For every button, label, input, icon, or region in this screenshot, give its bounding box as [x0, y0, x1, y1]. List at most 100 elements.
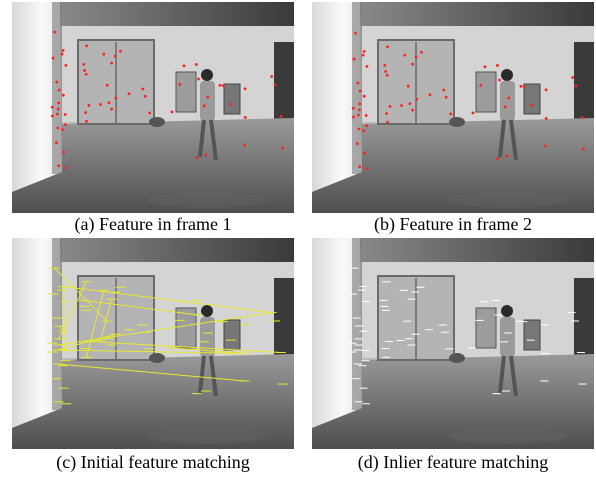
- feature-point: [363, 95, 366, 98]
- feature-point: [195, 156, 198, 159]
- feature-point: [496, 157, 499, 160]
- feature-point: [411, 63, 414, 66]
- feature-point: [445, 96, 448, 99]
- feature-point: [472, 111, 475, 114]
- feature-point: [99, 103, 102, 106]
- feature-point: [85, 73, 88, 76]
- feature-point: [110, 108, 113, 111]
- feature-point: [581, 116, 584, 119]
- feature-point: [114, 97, 117, 100]
- feature-point: [229, 103, 232, 106]
- feature-point: [358, 109, 361, 112]
- feature-point: [52, 57, 55, 60]
- feature-point: [353, 58, 356, 61]
- feature-point: [575, 85, 578, 88]
- feature-point: [545, 88, 548, 91]
- panel-d: (d) Inlier feature matching: [312, 238, 594, 473]
- feature-point: [362, 129, 365, 132]
- feature-point: [386, 121, 389, 124]
- feature-point: [407, 85, 410, 88]
- photo: [12, 2, 294, 213]
- feature-point: [62, 49, 65, 52]
- feature-point: [85, 120, 88, 123]
- feature-point: [64, 64, 67, 67]
- feature-point: [366, 167, 369, 170]
- feature-point: [61, 128, 64, 131]
- feature-point: [356, 82, 359, 85]
- feature-point: [57, 127, 60, 130]
- feature-point: [386, 74, 389, 77]
- feature-point: [197, 78, 200, 81]
- feature-point: [144, 95, 147, 98]
- feature-point: [64, 123, 67, 126]
- feature-point: [62, 151, 65, 154]
- feature-point: [110, 62, 113, 65]
- feature-point: [51, 115, 54, 118]
- caption: (a) Feature in frame 1: [75, 214, 232, 235]
- feature-point: [411, 109, 414, 112]
- feature-point: [362, 54, 365, 57]
- panel-a: (a) Feature in frame 1: [12, 2, 294, 235]
- feature-point: [357, 114, 360, 117]
- feature-point: [429, 93, 432, 96]
- feature-point: [498, 79, 501, 82]
- feature-point: [108, 101, 111, 104]
- feature-point: [496, 64, 499, 67]
- feature-point: [409, 102, 412, 105]
- feature-point: [520, 85, 523, 88]
- feature-point: [400, 104, 403, 107]
- feature-point: [582, 148, 585, 151]
- feature-point: [171, 110, 174, 113]
- caption: (d) Inlier feature matching: [358, 452, 548, 473]
- feature-point: [571, 76, 574, 79]
- feature-point: [384, 70, 387, 73]
- feature-point: [356, 142, 359, 145]
- feature-point: [243, 144, 246, 147]
- feature-point: [56, 113, 59, 116]
- feature-point: [358, 128, 361, 131]
- feature-point: [365, 65, 368, 68]
- feature-point: [386, 45, 389, 48]
- feature-point: [102, 53, 105, 56]
- feature-point: [523, 85, 526, 88]
- feature-point: [244, 116, 247, 119]
- feature-point: [205, 154, 208, 157]
- feature-point: [484, 65, 487, 68]
- feature-point: [365, 124, 368, 127]
- feature-point: [383, 64, 386, 67]
- feature-point: [389, 105, 392, 108]
- feature-point: [106, 84, 109, 87]
- feature-point: [85, 44, 88, 47]
- feature-point: [62, 94, 65, 97]
- feature-point: [58, 89, 61, 92]
- feature-point: [178, 83, 181, 86]
- feature-point: [352, 116, 355, 119]
- feature-point: [449, 112, 452, 115]
- feature-point: [61, 53, 64, 56]
- feature-point: [415, 56, 418, 59]
- feature-point: [219, 84, 222, 87]
- feature-point: [359, 90, 362, 93]
- feature-point: [83, 69, 86, 72]
- feature-point: [64, 113, 67, 116]
- feature-point: [148, 111, 151, 114]
- feature-point: [506, 155, 509, 158]
- feature-point: [544, 145, 547, 148]
- feature-point: [420, 51, 423, 54]
- feature-point: [57, 108, 60, 111]
- feature-point: [274, 84, 277, 87]
- feature-point: [354, 32, 357, 35]
- feature-point: [415, 98, 418, 101]
- feature-point: [55, 81, 58, 84]
- feature-point: [270, 75, 273, 78]
- feature-point: [358, 102, 361, 105]
- feature-point: [363, 50, 366, 53]
- feature-point: [479, 84, 482, 87]
- feature-point: [65, 166, 68, 169]
- feature-point: [281, 147, 284, 150]
- feature-point: [203, 104, 206, 107]
- feature-point: [403, 54, 406, 57]
- feature-point: [244, 87, 247, 90]
- feature-point: [507, 97, 510, 100]
- panel-c: (c) Initial feature matching: [12, 238, 294, 473]
